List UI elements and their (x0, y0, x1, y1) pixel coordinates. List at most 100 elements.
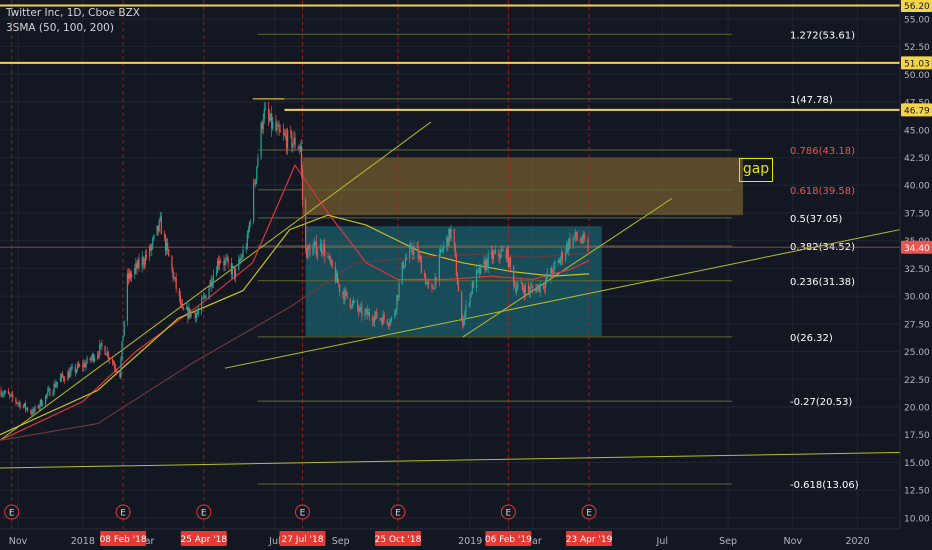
date-badge-label: 06 Feb '19 (485, 535, 532, 545)
candle-body (424, 275, 427, 285)
candle-body (7, 391, 10, 395)
candle-body (179, 296, 182, 305)
candle-body (330, 260, 332, 262)
candle-body (30, 410, 32, 413)
candle-body (412, 252, 414, 255)
candle-body (231, 266, 234, 275)
candle-body (18, 402, 20, 404)
candle-body (10, 394, 12, 396)
candle-body (500, 250, 502, 259)
earnings-marker (294, 504, 310, 520)
candle-body (566, 244, 568, 253)
candle-body (15, 398, 17, 403)
candle-body (271, 113, 273, 129)
candle-body (151, 244, 153, 250)
price-tick-label: 15.00 (904, 459, 930, 469)
price-tick-label: 17.50 (904, 431, 930, 441)
candle-body (299, 146, 301, 149)
time-tick-label: 2018 (71, 536, 95, 547)
candle-body (108, 358, 110, 360)
earnings-marker-label: E (9, 509, 15, 519)
candle-body (267, 108, 270, 119)
candle-body (32, 409, 34, 415)
candle-body (253, 183, 255, 222)
price-badge (901, 56, 932, 70)
candle-body (19, 402, 21, 408)
candle-body (291, 132, 293, 148)
price-tick-label: 22.50 (904, 376, 930, 386)
candle-body (141, 257, 143, 268)
price-tick-label: 40.00 (904, 182, 930, 192)
candle-body (283, 133, 286, 135)
candle-body (70, 368, 72, 371)
candle-body (163, 234, 166, 237)
candle-body (220, 260, 222, 262)
candle-body (24, 403, 27, 409)
candle-body (495, 249, 497, 253)
candle-body (544, 279, 547, 289)
candle-body (270, 113, 272, 121)
candle-body (215, 272, 218, 276)
candle-body (396, 295, 398, 310)
fib-label: -0.618(13.06) (790, 480, 859, 491)
candle-body (524, 285, 526, 296)
candle-body (287, 130, 289, 149)
candle-body (76, 364, 79, 371)
date-badge (374, 531, 421, 546)
candle-body (232, 266, 235, 268)
candle-body (315, 241, 317, 256)
candle-body (308, 245, 310, 248)
candle-body (514, 285, 516, 287)
candle-body (472, 282, 474, 288)
candle-body (364, 311, 366, 317)
candle-body (300, 146, 303, 171)
candle-body (4, 391, 6, 393)
date-badge (279, 531, 326, 546)
candle-body (292, 143, 294, 148)
candle-body (114, 364, 116, 368)
candle-body (360, 306, 362, 308)
candle-body (391, 317, 393, 320)
candle-body (256, 166, 258, 179)
candle-body (426, 282, 428, 285)
candle-body (168, 249, 170, 257)
candle-body (381, 319, 383, 325)
candle-body (247, 230, 249, 234)
time-tick-label: Sep (719, 536, 737, 547)
candle-body (575, 231, 577, 238)
candle-body (456, 275, 459, 285)
candle-body (520, 282, 522, 284)
candle-body (53, 383, 55, 393)
candle-body (123, 320, 125, 336)
candle-body (465, 304, 467, 313)
candle-body (49, 388, 51, 396)
fib-label: 0.786(43.18) (790, 146, 855, 157)
gap-annotation[interactable]: gap (739, 158, 773, 182)
candle-body (181, 303, 184, 308)
candle-body (329, 256, 331, 262)
candle-body (158, 220, 160, 232)
candle-body (106, 351, 108, 356)
candle-body (487, 253, 489, 268)
candle-body (531, 286, 533, 288)
candle-body (470, 293, 472, 295)
candle-body (565, 252, 567, 261)
candle-body (337, 283, 340, 285)
candle-body (402, 262, 404, 268)
time-tick-label: Jul (268, 536, 280, 547)
candle-body (78, 364, 81, 367)
candle-body (397, 295, 399, 298)
candle-body (386, 319, 388, 324)
candle-body (568, 238, 570, 251)
candle-body (69, 370, 71, 378)
candle-body (471, 282, 473, 295)
candle-body (553, 263, 555, 275)
price-badge (901, 0, 932, 13)
candle-body (493, 252, 496, 254)
candle-body (196, 312, 199, 314)
candle-body (486, 259, 488, 268)
candle-body (261, 123, 263, 130)
candle-body (410, 245, 412, 248)
candle-body (143, 263, 145, 265)
